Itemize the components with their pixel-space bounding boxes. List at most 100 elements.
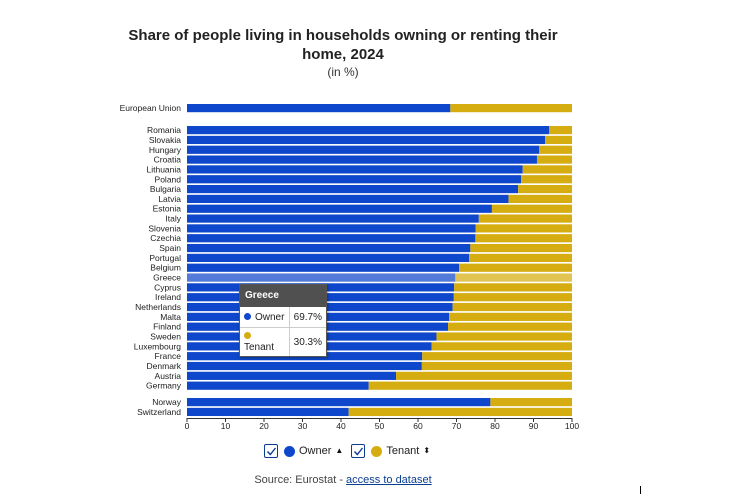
bar-owner[interactable] [187,175,522,184]
bar-owner[interactable] [187,155,537,164]
x-tick-label: 60 [413,421,423,431]
tooltip-series-cell: Tenant [240,327,290,356]
bar-tenant[interactable] [453,293,572,302]
bar-tenant[interactable] [522,165,572,174]
owner-checkbox[interactable] [264,444,278,458]
bar-tenant[interactable] [459,263,572,272]
source-prefix: Source: Eurostat - [254,474,347,486]
bar-tenant[interactable] [536,155,572,164]
category-label: Estonia [153,204,182,214]
category-label: Cyprus [154,282,181,292]
x-tick-label: 90 [529,421,539,431]
bar-owner[interactable] [187,361,422,371]
bar-tenant[interactable] [436,332,572,341]
bar-tenant[interactable] [521,175,572,184]
bar-tenant[interactable] [422,352,572,361]
bar-owner[interactable] [187,273,456,282]
category-label: Finland [153,322,181,332]
category-label: Norway [152,397,182,407]
tenant-color-dot-icon [371,445,383,457]
category-label: Slovakia [149,135,181,145]
category-label: Germany [146,381,182,391]
bar-owner[interactable] [187,234,476,243]
bar-owner[interactable] [187,104,451,113]
tooltip-row-tenant: Tenant 30.3% [240,327,326,356]
bar-tenant[interactable] [549,126,572,135]
bar-owner[interactable] [187,398,491,407]
owner-color-dot-icon [284,445,295,457]
category-label: Spain [159,243,181,253]
bar-tenant[interactable] [469,253,572,262]
bar-tenant[interactable] [518,184,572,194]
category-label: Latvia [158,194,181,204]
tooltip-series-cell: Owner [240,307,289,328]
legend-item-tenant[interactable]: Tenant ⬍ [351,444,430,458]
category-label: Czechia [150,233,181,243]
bar-tenant[interactable] [455,273,572,282]
category-label: Croatia [154,155,182,165]
bar-owner[interactable] [187,165,523,174]
bar-owner[interactable] [187,204,492,213]
tooltip-table: Owner 69.7% Tenant 30.3% [240,307,326,356]
chart-title: Share of people living in households own… [0,26,686,64]
bar-tenant[interactable] [478,214,572,223]
tooltip-series-label: Tenant [244,342,275,353]
tooltip-value: 30.3% [288,327,326,356]
bar-owner[interactable] [187,253,470,262]
bar-tenant[interactable] [348,407,572,417]
bar-tenant[interactable] [450,104,572,113]
bar-tenant[interactable] [368,381,572,390]
bar-owner[interactable] [187,407,349,417]
owner-dot-icon [244,312,251,320]
category-label: Austria [155,371,182,381]
source-line: Source: Eurostat - access to dataset [0,474,686,486]
bar-hover-highlight [187,273,572,282]
bar-tenant[interactable] [508,194,572,204]
bar-owner[interactable] [187,381,369,390]
x-tick-label: 50 [375,421,385,431]
bar-owner[interactable] [187,126,550,135]
bar-tenant[interactable] [449,312,572,321]
dataset-link[interactable]: access to dataset [346,474,432,486]
bar-owner[interactable] [187,135,546,145]
bar-tenant[interactable] [475,234,572,243]
bar-owner[interactable] [187,243,471,253]
category-label: Malta [160,312,181,322]
bar-owner[interactable] [187,184,519,194]
bar-tenant[interactable] [491,204,572,213]
chart-title-line-2: home, 2024 [302,46,384,63]
x-tick-label: 20 [259,421,269,431]
bar-owner[interactable] [187,371,397,380]
bar-tenant[interactable] [539,145,572,154]
checkmark-icon [266,447,276,456]
tenant-checkbox[interactable] [351,444,366,458]
bar-owner[interactable] [187,263,460,272]
bar-owner[interactable] [187,224,476,233]
text-cursor [640,486,641,494]
bar-owner[interactable] [187,145,540,154]
legend-item-owner[interactable]: Owner ▲ [264,444,343,458]
bar-tenant[interactable] [545,135,572,145]
sort-ascending-icon[interactable]: ▲ [335,446,344,455]
bar-tenant[interactable] [431,342,572,351]
bar-tenant[interactable] [448,322,572,331]
bar-tenant[interactable] [452,302,572,312]
bar-tenant[interactable] [475,224,572,233]
bar-tenant[interactable] [396,371,572,380]
chart-legend: Owner ▲ Tenant ⬍ [264,442,438,460]
bar-tenant[interactable] [490,398,572,407]
sort-toggle-icon[interactable]: ⬍ [423,446,431,455]
checkmark-icon [353,447,363,456]
bar-tenant[interactable] [421,361,572,371]
tooltip-value: 69.7% [288,307,326,328]
bar-owner[interactable] [187,214,479,223]
category-label: Ireland [155,292,181,302]
chart-subtitle: (in %) [327,65,359,79]
category-label: Bulgaria [150,184,181,194]
legend-label-owner: Owner [299,445,332,457]
bar-owner[interactable] [187,194,509,204]
category-label: Portugal [149,253,181,263]
bar-tenant[interactable] [470,243,572,253]
bar-tenant[interactable] [454,283,572,292]
category-label: Denmark [147,361,182,371]
